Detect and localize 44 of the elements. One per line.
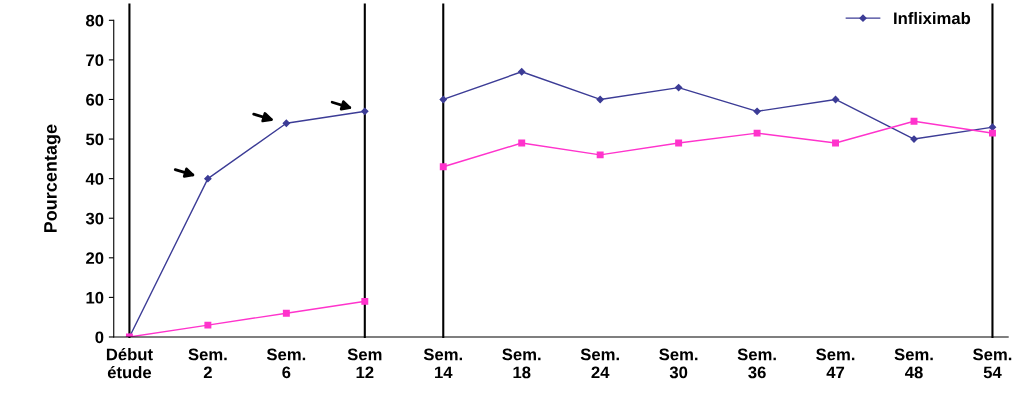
y-tick-label: 20 (86, 252, 104, 265)
point (204, 321, 212, 329)
point (439, 163, 447, 171)
point (753, 129, 761, 137)
x-tick-label: Sem. 48 (894, 348, 933, 379)
x-tick-label: Début étude (106, 347, 153, 379)
point (518, 139, 526, 147)
x-tick-label: Sem. 30 (659, 348, 698, 379)
point (753, 107, 761, 115)
x-tick-label: Sem. 2 (188, 348, 227, 379)
point (282, 119, 290, 127)
y-tick-label: 60 (86, 93, 104, 106)
point (282, 309, 290, 317)
x-tick-label: Sem. 14 (423, 348, 463, 379)
x-tick-label: Sem. 47 (816, 348, 855, 379)
y-tick-label: 80 (86, 14, 104, 27)
point (988, 123, 997, 131)
point (361, 107, 369, 115)
y-tick-label: 50 (85, 133, 104, 146)
x-tick-label: Sem. 54 (973, 348, 1012, 379)
point (674, 83, 683, 92)
y-tick-label: 0 (95, 331, 104, 344)
point (596, 151, 604, 159)
point (596, 95, 604, 104)
y-tick-label: 40 (85, 173, 104, 185)
point (910, 117, 918, 125)
x-tick-label: Sem. 24 (580, 348, 619, 379)
x-tick-label: Sem. 6 (266, 348, 306, 379)
y-tick-label: 70 (86, 54, 104, 67)
point (988, 129, 996, 137)
y-tick-label: 30 (85, 212, 104, 225)
point (204, 174, 212, 183)
x-tick-label: Sem 12 (347, 348, 382, 379)
y-tick-label: 10 (86, 291, 104, 304)
point (832, 139, 840, 147)
point (675, 139, 683, 147)
y-axis-title: Pourcentage (44, 124, 61, 233)
legend-label: Infliximab (894, 11, 971, 25)
point (439, 95, 447, 104)
point (831, 95, 840, 104)
point (518, 68, 526, 76)
x-tick-label: Sem. 18 (502, 348, 541, 379)
point (361, 297, 369, 305)
x-tick-label: Sem. 36 (737, 348, 776, 379)
